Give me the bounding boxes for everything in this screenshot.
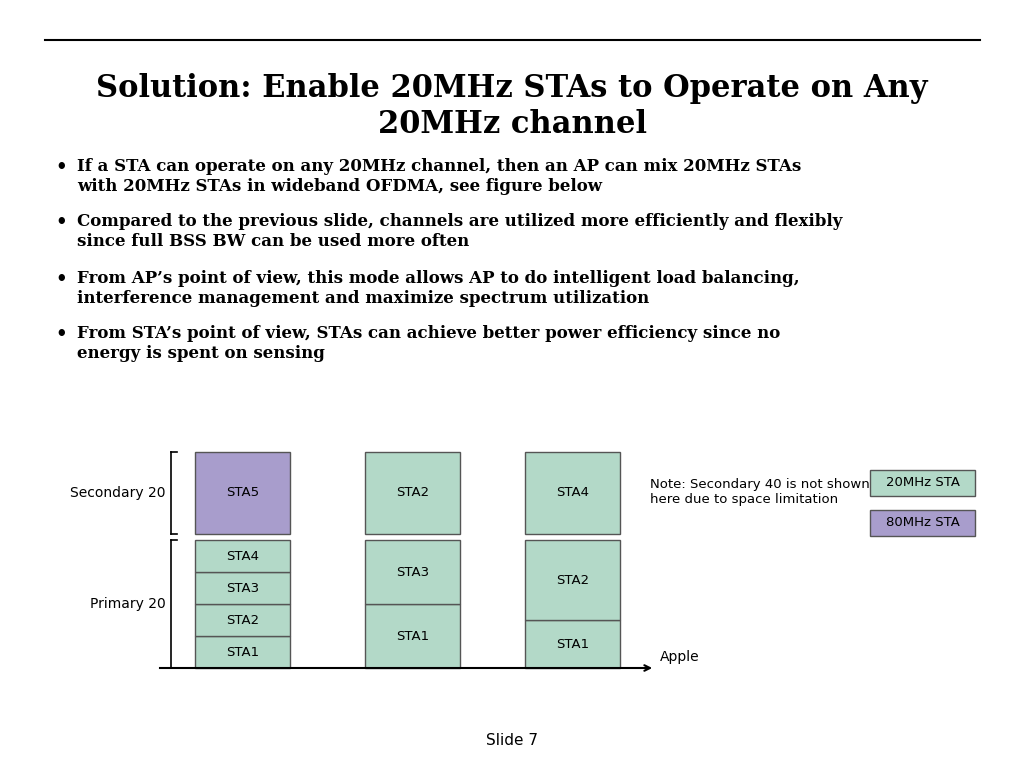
Text: STA2: STA2 [556,574,589,587]
Bar [525,540,620,620]
Text: From AP’s point of view, this mode allows AP to do intelligent load balancing,
i: From AP’s point of view, this mode allow… [77,270,800,306]
Text: From STA’s point of view, STAs can achieve better power efficiency since no
ener: From STA’s point of view, STAs can achie… [77,325,780,362]
Text: Primary 20: Primary 20 [90,597,166,611]
Text: STA4: STA4 [556,486,589,499]
Text: STA1: STA1 [396,630,429,643]
Text: STA2: STA2 [226,614,259,627]
Bar [195,604,290,636]
Text: STA1: STA1 [226,645,259,658]
Text: STA4: STA4 [226,549,259,562]
Text: STA2: STA2 [396,486,429,499]
Bar [365,540,460,604]
Bar [195,572,290,604]
Text: •: • [55,325,67,343]
Text: 80MHz STA: 80MHz STA [886,517,959,529]
Text: •: • [55,158,67,176]
Text: Note: Secondary 40 is not shown
here due to space limitation: Note: Secondary 40 is not shown here due… [650,478,869,506]
Text: If a STA can operate on any 20MHz channel, then an AP can mix 20MHz STAs
with 20: If a STA can operate on any 20MHz channe… [77,158,801,194]
Text: STA3: STA3 [226,581,259,594]
Text: Slide 7: Slide 7 [486,733,538,748]
Text: Apple: Apple [660,650,699,664]
Bar [195,540,290,572]
Text: •: • [55,270,67,288]
Text: Secondary 20: Secondary 20 [71,486,166,500]
Bar [195,636,290,668]
Text: STA3: STA3 [396,565,429,578]
Text: STA1: STA1 [556,637,589,650]
Bar [195,452,290,534]
Text: •: • [55,213,67,231]
Bar [365,604,460,668]
Bar [870,470,975,496]
Bar [365,452,460,534]
Text: Compared to the previous slide, channels are utilized more efficiently and flexi: Compared to the previous slide, channels… [77,213,843,250]
Bar [525,620,620,668]
Text: Solution: Enable 20MHz STAs to Operate on Any
20MHz channel: Solution: Enable 20MHz STAs to Operate o… [96,73,928,140]
Bar [870,510,975,536]
Text: STA5: STA5 [226,486,259,499]
Bar [525,452,620,534]
Text: 20MHz STA: 20MHz STA [886,476,959,489]
